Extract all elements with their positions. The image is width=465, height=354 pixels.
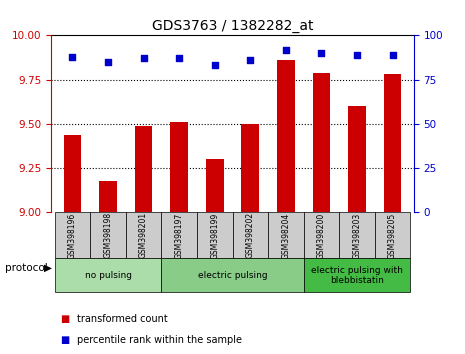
Bar <box>304 258 410 292</box>
Text: GSM398197: GSM398197 <box>175 212 184 258</box>
Bar <box>312 73 330 212</box>
Point <box>282 47 290 52</box>
Text: GSM398204: GSM398204 <box>281 212 290 258</box>
Point <box>140 56 147 61</box>
Text: GSM398196: GSM398196 <box>68 212 77 258</box>
Bar <box>348 106 366 212</box>
Text: GSM398199: GSM398199 <box>210 212 219 258</box>
Bar <box>197 212 232 258</box>
Bar <box>135 126 153 212</box>
Text: electric pulsing: electric pulsing <box>198 271 267 280</box>
Text: GSM398200: GSM398200 <box>317 212 326 258</box>
Bar <box>64 135 81 212</box>
Bar <box>241 124 259 212</box>
Text: percentile rank within the sample: percentile rank within the sample <box>77 335 242 345</box>
Bar <box>161 212 197 258</box>
Bar <box>206 159 224 212</box>
Point <box>389 52 396 58</box>
Text: ■: ■ <box>60 314 70 324</box>
Text: transformed count: transformed count <box>77 314 167 324</box>
Point <box>104 59 112 65</box>
Bar <box>90 212 126 258</box>
Point <box>353 52 361 58</box>
Point <box>246 57 254 63</box>
Bar <box>126 212 161 258</box>
Bar <box>375 212 410 258</box>
Bar <box>277 60 295 212</box>
Text: protocol: protocol <box>5 263 47 273</box>
Bar <box>99 181 117 212</box>
Text: ■: ■ <box>60 335 70 345</box>
Text: ▶: ▶ <box>44 263 52 273</box>
Bar <box>304 212 339 258</box>
Bar <box>232 212 268 258</box>
Bar <box>55 212 90 258</box>
Bar <box>55 258 161 292</box>
Point <box>211 63 219 68</box>
Point <box>175 56 183 61</box>
Title: GDS3763 / 1382282_at: GDS3763 / 1382282_at <box>152 19 313 33</box>
Text: electric pulsing with
blebbistatin: electric pulsing with blebbistatin <box>311 266 403 285</box>
Text: GSM398201: GSM398201 <box>139 212 148 258</box>
Text: GSM398202: GSM398202 <box>246 212 255 258</box>
Point <box>318 50 325 56</box>
Point <box>69 54 76 59</box>
Bar <box>268 212 304 258</box>
Bar <box>339 212 375 258</box>
Bar <box>170 122 188 212</box>
Text: GSM398203: GSM398203 <box>352 212 361 258</box>
Text: GSM398205: GSM398205 <box>388 212 397 258</box>
Text: no pulsing: no pulsing <box>85 271 132 280</box>
Bar <box>161 258 304 292</box>
Bar <box>384 74 401 212</box>
Text: GSM398198: GSM398198 <box>104 212 113 258</box>
